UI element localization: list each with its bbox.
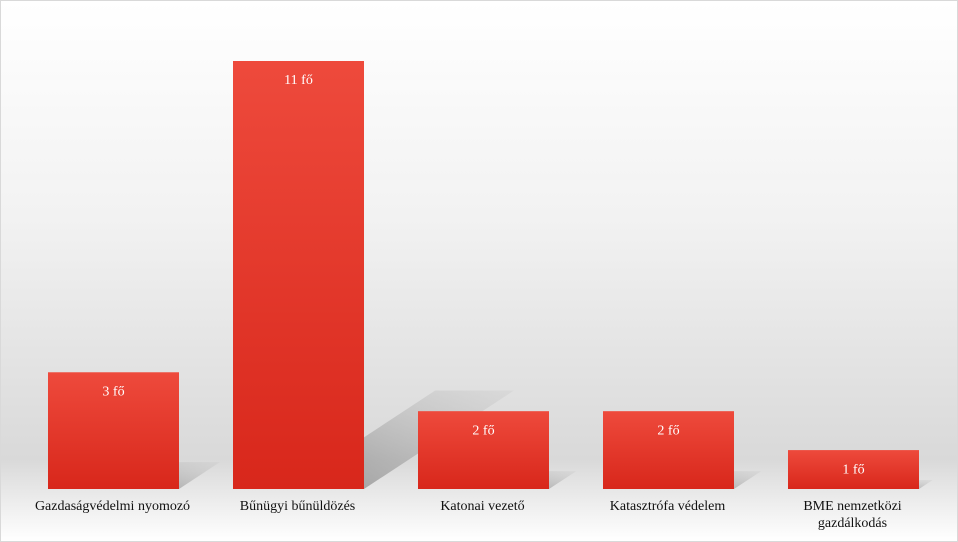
bar — [788, 450, 919, 489]
value-label: 1 fő — [842, 462, 864, 477]
bar — [418, 411, 549, 489]
x-tick-label: Katasztrófa védelem — [609, 499, 726, 514]
x-tick-label: Bűnügyi bűnüldözés — [239, 499, 356, 514]
value-label: 2 fő — [472, 423, 494, 438]
x-tick-label: BME nemzetközi gazdálkodás — [803, 499, 902, 531]
bar — [233, 61, 364, 489]
x-tick-label: Gazdaságvédelmi nyomozó — [34, 499, 191, 514]
bar — [603, 411, 734, 489]
value-label: 2 fő — [657, 423, 679, 438]
bar — [48, 372, 179, 489]
value-label: 3 fő — [102, 384, 124, 399]
x-tick-label: Katonai vezető — [440, 499, 525, 514]
value-label: 11 fő — [284, 73, 313, 88]
